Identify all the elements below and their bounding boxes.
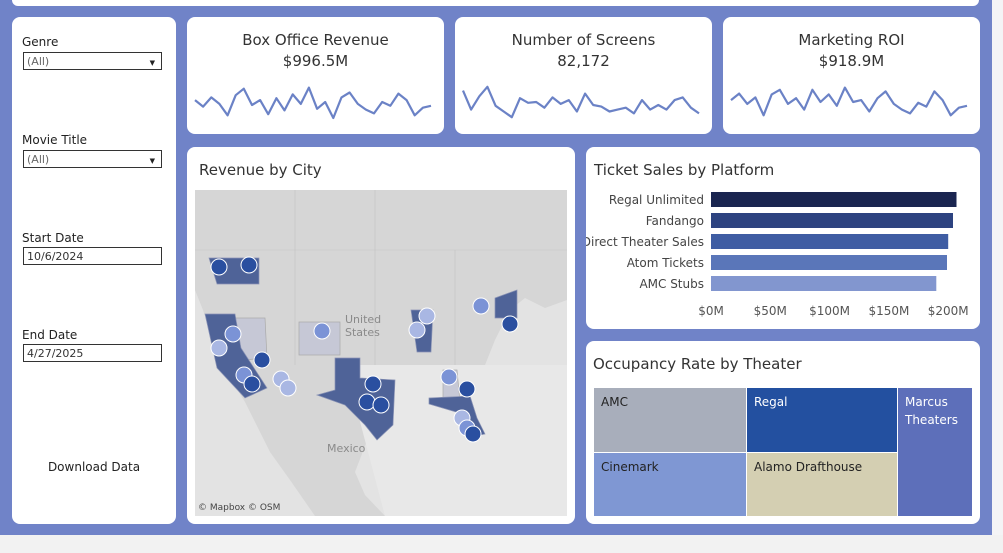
kpi-card-marketing-roi: Marketing ROI $918.9M	[723, 17, 980, 134]
end-date-label: End Date	[22, 328, 78, 342]
genre-label: Genre	[22, 35, 59, 49]
treemap-tile-regal[interactable]: Regal	[747, 388, 897, 452]
bar	[711, 276, 937, 291]
bar	[711, 213, 953, 228]
bar	[711, 255, 947, 270]
kpi-card-screens: Number of Screens 82,172	[455, 17, 712, 134]
treemap-tile-alamo[interactable]: Alamo Drafthouse	[747, 453, 897, 516]
bar-label: Regal Unlimited	[609, 193, 704, 207]
country-label-mexico: Mexico	[327, 442, 366, 455]
treemap-tile-cinemark[interactable]: Cinemark	[594, 453, 746, 516]
kpi-value: $918.9M	[818, 52, 885, 70]
bar	[711, 192, 957, 207]
start-date-input[interactable]: 10/6/2024	[23, 247, 162, 265]
movie-title-label: Movie Title	[22, 133, 88, 147]
country-label-us-2: States	[345, 326, 380, 339]
kpi-title: Number of Screens	[511, 31, 656, 49]
start-date-label: Start Date	[22, 231, 84, 245]
treemap-tile-marcus[interactable]: Marcus Theaters	[898, 388, 972, 516]
kpi-title: Box Office Revenue	[242, 31, 389, 49]
map-graphic	[195, 190, 567, 516]
map-attribution[interactable]: © Mapbox © OSM	[198, 503, 281, 513]
sparkline-path	[461, 85, 700, 119]
revenue-by-city-card: Revenue by City	[187, 147, 575, 524]
bar	[711, 234, 949, 249]
kpi-value: 82,172	[557, 52, 610, 70]
ticket-sales-bar-chart[interactable]: Regal Unlimited Fandango Direct Theater Sa…	[586, 147, 980, 329]
top-header-strip	[12, 0, 979, 6]
tick-label: $100M	[809, 304, 850, 318]
bar-label: AMC Stubs	[639, 277, 704, 291]
bar-label: Atom Tickets	[627, 256, 704, 270]
chevron-down-icon: ▼	[149, 157, 155, 165]
kpi-value: $996.5M	[282, 52, 349, 70]
sparkline	[194, 86, 432, 120]
country-label-us-1: United	[345, 313, 382, 326]
treemap-tile-amc[interactable]: AMC	[594, 388, 746, 452]
chart-title: Revenue by City	[199, 161, 322, 179]
genre-value: (All)	[27, 55, 50, 68]
kpi-title: Marketing ROI	[798, 31, 905, 49]
city-map[interactable]: United States Mexico © Mapbox © OSM	[195, 190, 567, 516]
sparkline-path	[194, 86, 432, 120]
chart-title: Ticket Sales by Platform	[594, 161, 775, 179]
end-date-input[interactable]: 4/27/2025	[23, 344, 162, 362]
chevron-down-icon: ▼	[149, 59, 155, 67]
movie-title-value: (All)	[27, 153, 50, 166]
filter-panel: Genre (All) ▼ Movie Title (All) ▼ Start …	[12, 17, 176, 524]
tick-label: $150M	[868, 304, 909, 318]
genre-dropdown[interactable]: (All) ▼	[23, 52, 162, 70]
download-data-button[interactable]: Download Data	[47, 460, 141, 474]
occupancy-card: Occupancy Rate by Theater AMC Regal Marc…	[586, 341, 980, 524]
bar-label: Direct Theater Sales	[586, 235, 704, 249]
sparkline	[730, 86, 968, 117]
city-markers	[210, 256, 519, 443]
tick-label: $50M	[754, 304, 787, 318]
sparkline	[461, 85, 700, 119]
sparkline-path	[730, 86, 968, 117]
bar-label: Fandango	[646, 214, 704, 228]
bottom-strip	[0, 535, 1003, 553]
ticket-sales-card: Ticket Sales by Platform Regal Unlimited…	[586, 147, 980, 329]
chart-title: Occupancy Rate by Theater	[593, 355, 802, 373]
movie-title-dropdown[interactable]: (All) ▼	[23, 150, 162, 168]
tick-label: $0M	[698, 304, 724, 318]
tick-label: $200M	[928, 304, 969, 318]
kpi-card-box-office: Box Office Revenue $996.5M	[187, 17, 444, 134]
